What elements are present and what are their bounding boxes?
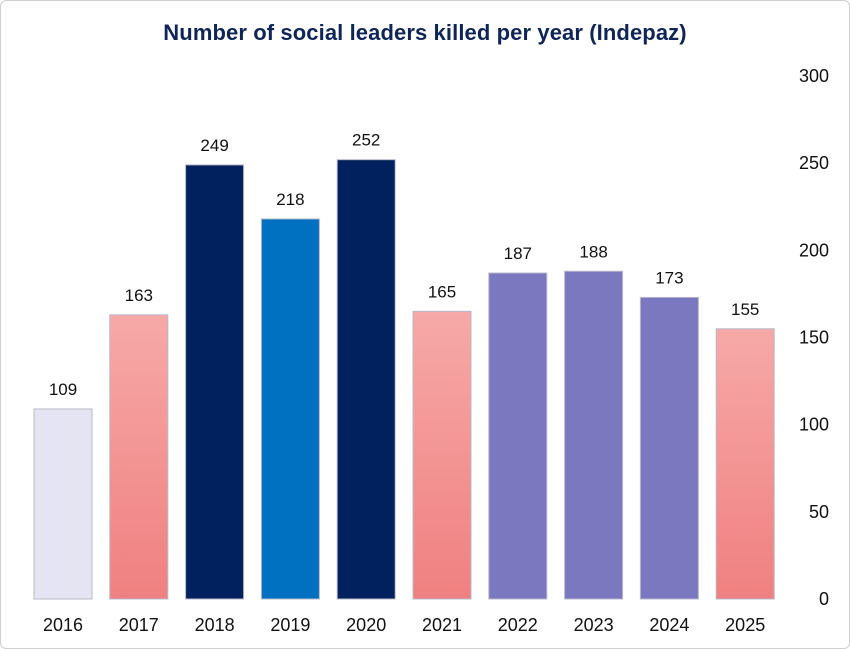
data-label-2024: 173 (655, 268, 683, 287)
y-tick-label-200: 200 (799, 240, 829, 260)
x-tick-label-2017: 2017 (119, 615, 159, 635)
x-tick-label-2019: 2019 (270, 615, 310, 635)
x-tick-label-2025: 2025 (725, 615, 765, 635)
x-tick-label-2016: 2016 (43, 615, 83, 635)
x-tick-label-2022: 2022 (498, 615, 538, 635)
y-tick-label-0: 0 (819, 589, 829, 609)
data-label-2017: 163 (125, 286, 153, 305)
bar-2025[interactable] (715, 328, 775, 600)
y-tick-label-250: 250 (799, 153, 829, 173)
data-label-2016: 109 (49, 380, 77, 399)
y-tick-labels-group: 0 50 100 150 200 250 300 (799, 66, 829, 609)
bar-2019[interactable] (260, 218, 320, 600)
bar-2022[interactable] (488, 272, 548, 600)
x-tick-label-2020: 2020 (346, 615, 386, 635)
data-label-2018: 249 (200, 136, 228, 155)
y-tick-label-100: 100 (799, 415, 829, 435)
bar-2017[interactable] (109, 314, 169, 600)
x-tick-label-2021: 2021 (422, 615, 462, 635)
data-labels-group: 109 163 249 218 252 165 187 188 173 155 (49, 131, 760, 399)
data-label-2025: 155 (731, 300, 759, 319)
data-label-2019: 218 (276, 190, 304, 209)
bar-2018[interactable] (185, 164, 245, 600)
chart-title: Number of social leaders killed per year… (163, 20, 687, 45)
y-tick-label-300: 300 (799, 66, 829, 86)
y-tick-label-150: 150 (799, 328, 829, 348)
bar-2023[interactable] (564, 270, 624, 600)
data-label-2023: 188 (579, 242, 607, 261)
bar-2024[interactable] (639, 296, 699, 600)
data-label-2022: 187 (504, 244, 532, 263)
data-label-2021: 165 (428, 282, 456, 301)
bar-2021[interactable] (412, 310, 472, 600)
bar-2020[interactable] (336, 159, 396, 600)
x-tick-label-2018: 2018 (195, 615, 235, 635)
data-label-2020: 252 (352, 131, 380, 150)
x-tick-label-2023: 2023 (574, 615, 614, 635)
bars-group (33, 159, 775, 600)
y-tick-label-50: 50 (809, 502, 829, 522)
bar-2016[interactable] (33, 408, 93, 600)
x-tick-labels-group: 2016 2017 2018 2019 2020 2021 2022 2023 2024 2025 (43, 615, 765, 635)
x-tick-label-2024: 2024 (649, 615, 689, 635)
